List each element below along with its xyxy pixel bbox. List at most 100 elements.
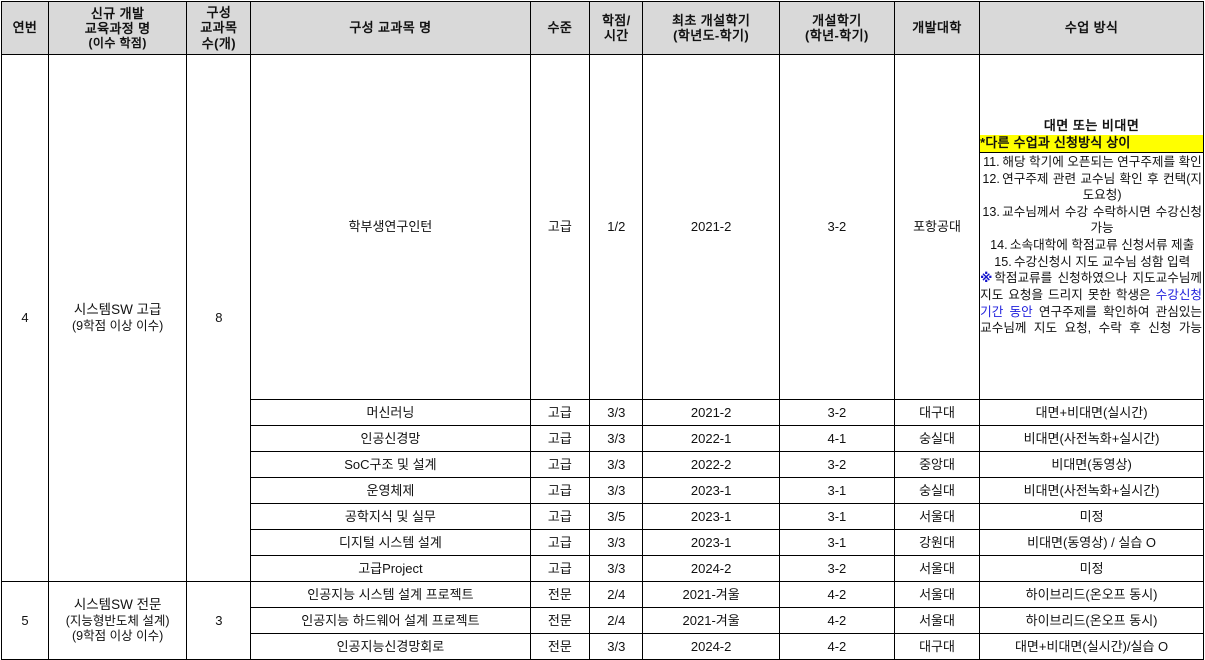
cell-univ: 서울대 (893, 607, 981, 634)
program-credits: (9학점 이상 이수) (72, 628, 164, 643)
header-univ: 개발대학 (893, 1, 981, 55)
cell-univ: 중앙대 (893, 451, 981, 478)
list-item: 11. 해당 학기에 오픈되는 연구주제를 확인 (983, 155, 1202, 170)
cell-seq: 5 (1, 581, 49, 660)
cell-univ: 포항공대 (893, 54, 981, 400)
cell-univ: 숭실대 (893, 425, 981, 452)
cell-open-term: 3-2 (778, 54, 895, 400)
asterisk-mark-icon: ※ (980, 271, 995, 286)
cell-first-term: 2023-1 (642, 503, 780, 530)
cell-subject: 운영체제 (250, 477, 531, 504)
table-header: 연번 신규 개발 교육과정 명 (이수 학점) 구성 교과목 수(개) 구성 교… (1, 1, 1204, 55)
cell-open-term: 4-2 (778, 633, 895, 660)
list-item: 15. 수강신청시 지도 교수님 성함 입력 (994, 254, 1191, 269)
cell-level: 고급 (529, 54, 591, 400)
list-item: 14. 소속대학에 학점교류 신청서류 제출 (990, 238, 1195, 253)
header-seq: 연번 (1, 1, 49, 55)
cell-level: 고급 (529, 425, 591, 452)
table-row: 5 시스템SW 전문 (지능형반도체 설계) (9학점 이상 이수) 3 인공지… (1, 581, 1204, 660)
program-name: 시스템SW 고급 (73, 302, 162, 318)
cell-credit: 1/2 (589, 54, 644, 400)
cell-univ: 숭실대 (893, 477, 981, 504)
cell-open-term: 3-1 (778, 503, 895, 530)
table-row: 운영체제 고급 3/3 2023-1 3-1 숭실대 비대면(사전녹화+실시간) (2, 477, 1204, 504)
cell-mode: 하이브리드(온오프 동시) (979, 607, 1204, 634)
program-subtitle: (지능형반도체 설계) (65, 613, 170, 628)
cell-level: 고급 (529, 555, 591, 582)
cell-univ: 서울대 (893, 503, 981, 530)
header-level: 수준 (529, 1, 591, 55)
notes-title: 대면 또는 비대면 (1043, 118, 1140, 134)
header-mode: 수업 방식 (979, 1, 1204, 55)
cell-open-term: 3-1 (778, 477, 895, 504)
cell-first-term: 2024-2 (642, 633, 780, 660)
cell-subject: 학부생연구인턴 (250, 54, 531, 400)
cell-credit: 3/3 (589, 425, 644, 452)
cell-univ: 서울대 (893, 581, 981, 608)
notes-highlight: *다른 수업과 신청방식 상이 (980, 135, 1203, 154)
list-item: 13. 교수님께서 수강 수락하시면 수강신청 가능 (982, 204, 1202, 236)
program-name: 시스템SW 전문 (73, 597, 162, 613)
header-subject: 구성 교과목 명 (250, 1, 531, 55)
cell-first-term: 2021-2 (642, 54, 780, 400)
cell-first-term: 2023-1 (642, 529, 780, 556)
cell-first-term: 2021-2 (642, 399, 780, 426)
cell-open-term: 3-2 (778, 451, 895, 478)
cell-credit: 3/3 (589, 451, 644, 478)
table-row: 디지털 시스템 설계 고급 3/3 2023-1 3-1 강원대 비대면(동영상… (2, 529, 1204, 556)
cell-level: 고급 (529, 477, 591, 504)
cell-open-term: 3-1 (778, 529, 895, 556)
cell-mode: 비대면(동영상) / 실습 O (979, 529, 1204, 556)
cell-subject: 인공지능 하드웨어 설계 프로젝트 (250, 607, 531, 634)
cell-mode: 대면+비대면(실시간) (979, 399, 1204, 426)
cell-level: 고급 (529, 451, 591, 478)
cell-first-term: 2022-1 (642, 425, 780, 452)
cell-mode: 하이브리드(온오프 동시) (979, 581, 1204, 608)
cell-first-term: 2023-1 (642, 477, 780, 504)
cell-level: 전문 (529, 633, 591, 660)
cell-open-term: 4-2 (778, 581, 895, 608)
cell-mode: 비대면(동영상) (979, 451, 1204, 478)
header-open-term: 개설학기 (학년-학기) (778, 1, 895, 55)
notes-list: 11. 해당 학기에 오픈되는 연구주제를 확인 12. 연구주제 관련 교수님 확… (981, 154, 1203, 270)
table-row: 공학지식 및 실무 고급 3/5 2023-1 3-1 서울대 미정 (2, 503, 1204, 530)
header-count: 구성 교과목 수(개) (186, 1, 252, 55)
cell-mode-notes: 대면 또는 비대면 *다른 수업과 신청방식 상이 11. 해당 학기에 오픈되는… (979, 54, 1204, 400)
cell-univ: 강원대 (893, 529, 981, 556)
cell-credit: 3/3 (589, 633, 644, 660)
cell-credit: 3/3 (589, 399, 644, 426)
program-credits: (9학점 이상 이수) (72, 318, 164, 333)
cell-mode: 대면+비대면(실시간)/실습 O (979, 633, 1204, 660)
cell-open-term: 3-2 (778, 555, 895, 582)
cell-credit: 3/3 (589, 529, 644, 556)
header-credit: 학점/ 시간 (589, 1, 644, 55)
cell-level: 고급 (529, 503, 591, 530)
table-body: 4 시스템SW 고급 (9학점 이상 이수) 8 학부생연구인턴 고급 1/2 … (1, 54, 1204, 660)
table-row: 머신러닝 고급 3/3 2021-2 3-2 대구대 대면+비대면(실시간) (2, 399, 1204, 426)
cell-program: 시스템SW 고급 (9학점 이상 이수) (47, 54, 188, 582)
cell-univ: 서울대 (893, 555, 981, 582)
cell-credit: 2/4 (589, 581, 644, 608)
cell-program: 시스템SW 전문 (지능형반도체 설계) (9학점 이상 이수) (47, 581, 188, 660)
cell-mode: 미정 (979, 503, 1204, 530)
table-row: 인공지능신경망회로 전문 3/3 2024-2 4-2 대구대 대면+비대면(실… (2, 633, 1204, 660)
cell-open-term: 4-2 (778, 607, 895, 634)
cell-mode: 비대면(사전녹화+실시간) (979, 477, 1204, 504)
cell-level: 고급 (529, 399, 591, 426)
cell-subject: 인공지능신경망회로 (250, 633, 531, 660)
header-row: 연번 신규 개발 교육과정 명 (이수 학점) 구성 교과목 수(개) 구성 교… (1, 1, 1204, 55)
header-first-term: 최초 개설학기 (학년도-학기) (642, 1, 780, 55)
cell-level: 고급 (529, 529, 591, 556)
cell-univ: 대구대 (893, 633, 981, 660)
notes-footnote: ※학점교류를 신청하였으나 지도교수님께 지도 요청을 드리지 못한 학생은 수… (980, 271, 1202, 336)
list-item: 12. 연구주제 관련 교수님 확인 후 컨택(지도요청) (982, 171, 1202, 203)
cell-credit: 2/4 (589, 607, 644, 634)
notes-footnote-highlight: 수강신청 기간 동안 (980, 287, 1202, 319)
cell-subject: 인공지능 시스템 설계 프로젝트 (250, 581, 531, 608)
cell-level: 전문 (529, 581, 591, 608)
cell-subject: SoC구조 및 설계 (250, 451, 531, 478)
cell-credit: 3/3 (589, 477, 644, 504)
cell-univ: 대구대 (893, 399, 981, 426)
